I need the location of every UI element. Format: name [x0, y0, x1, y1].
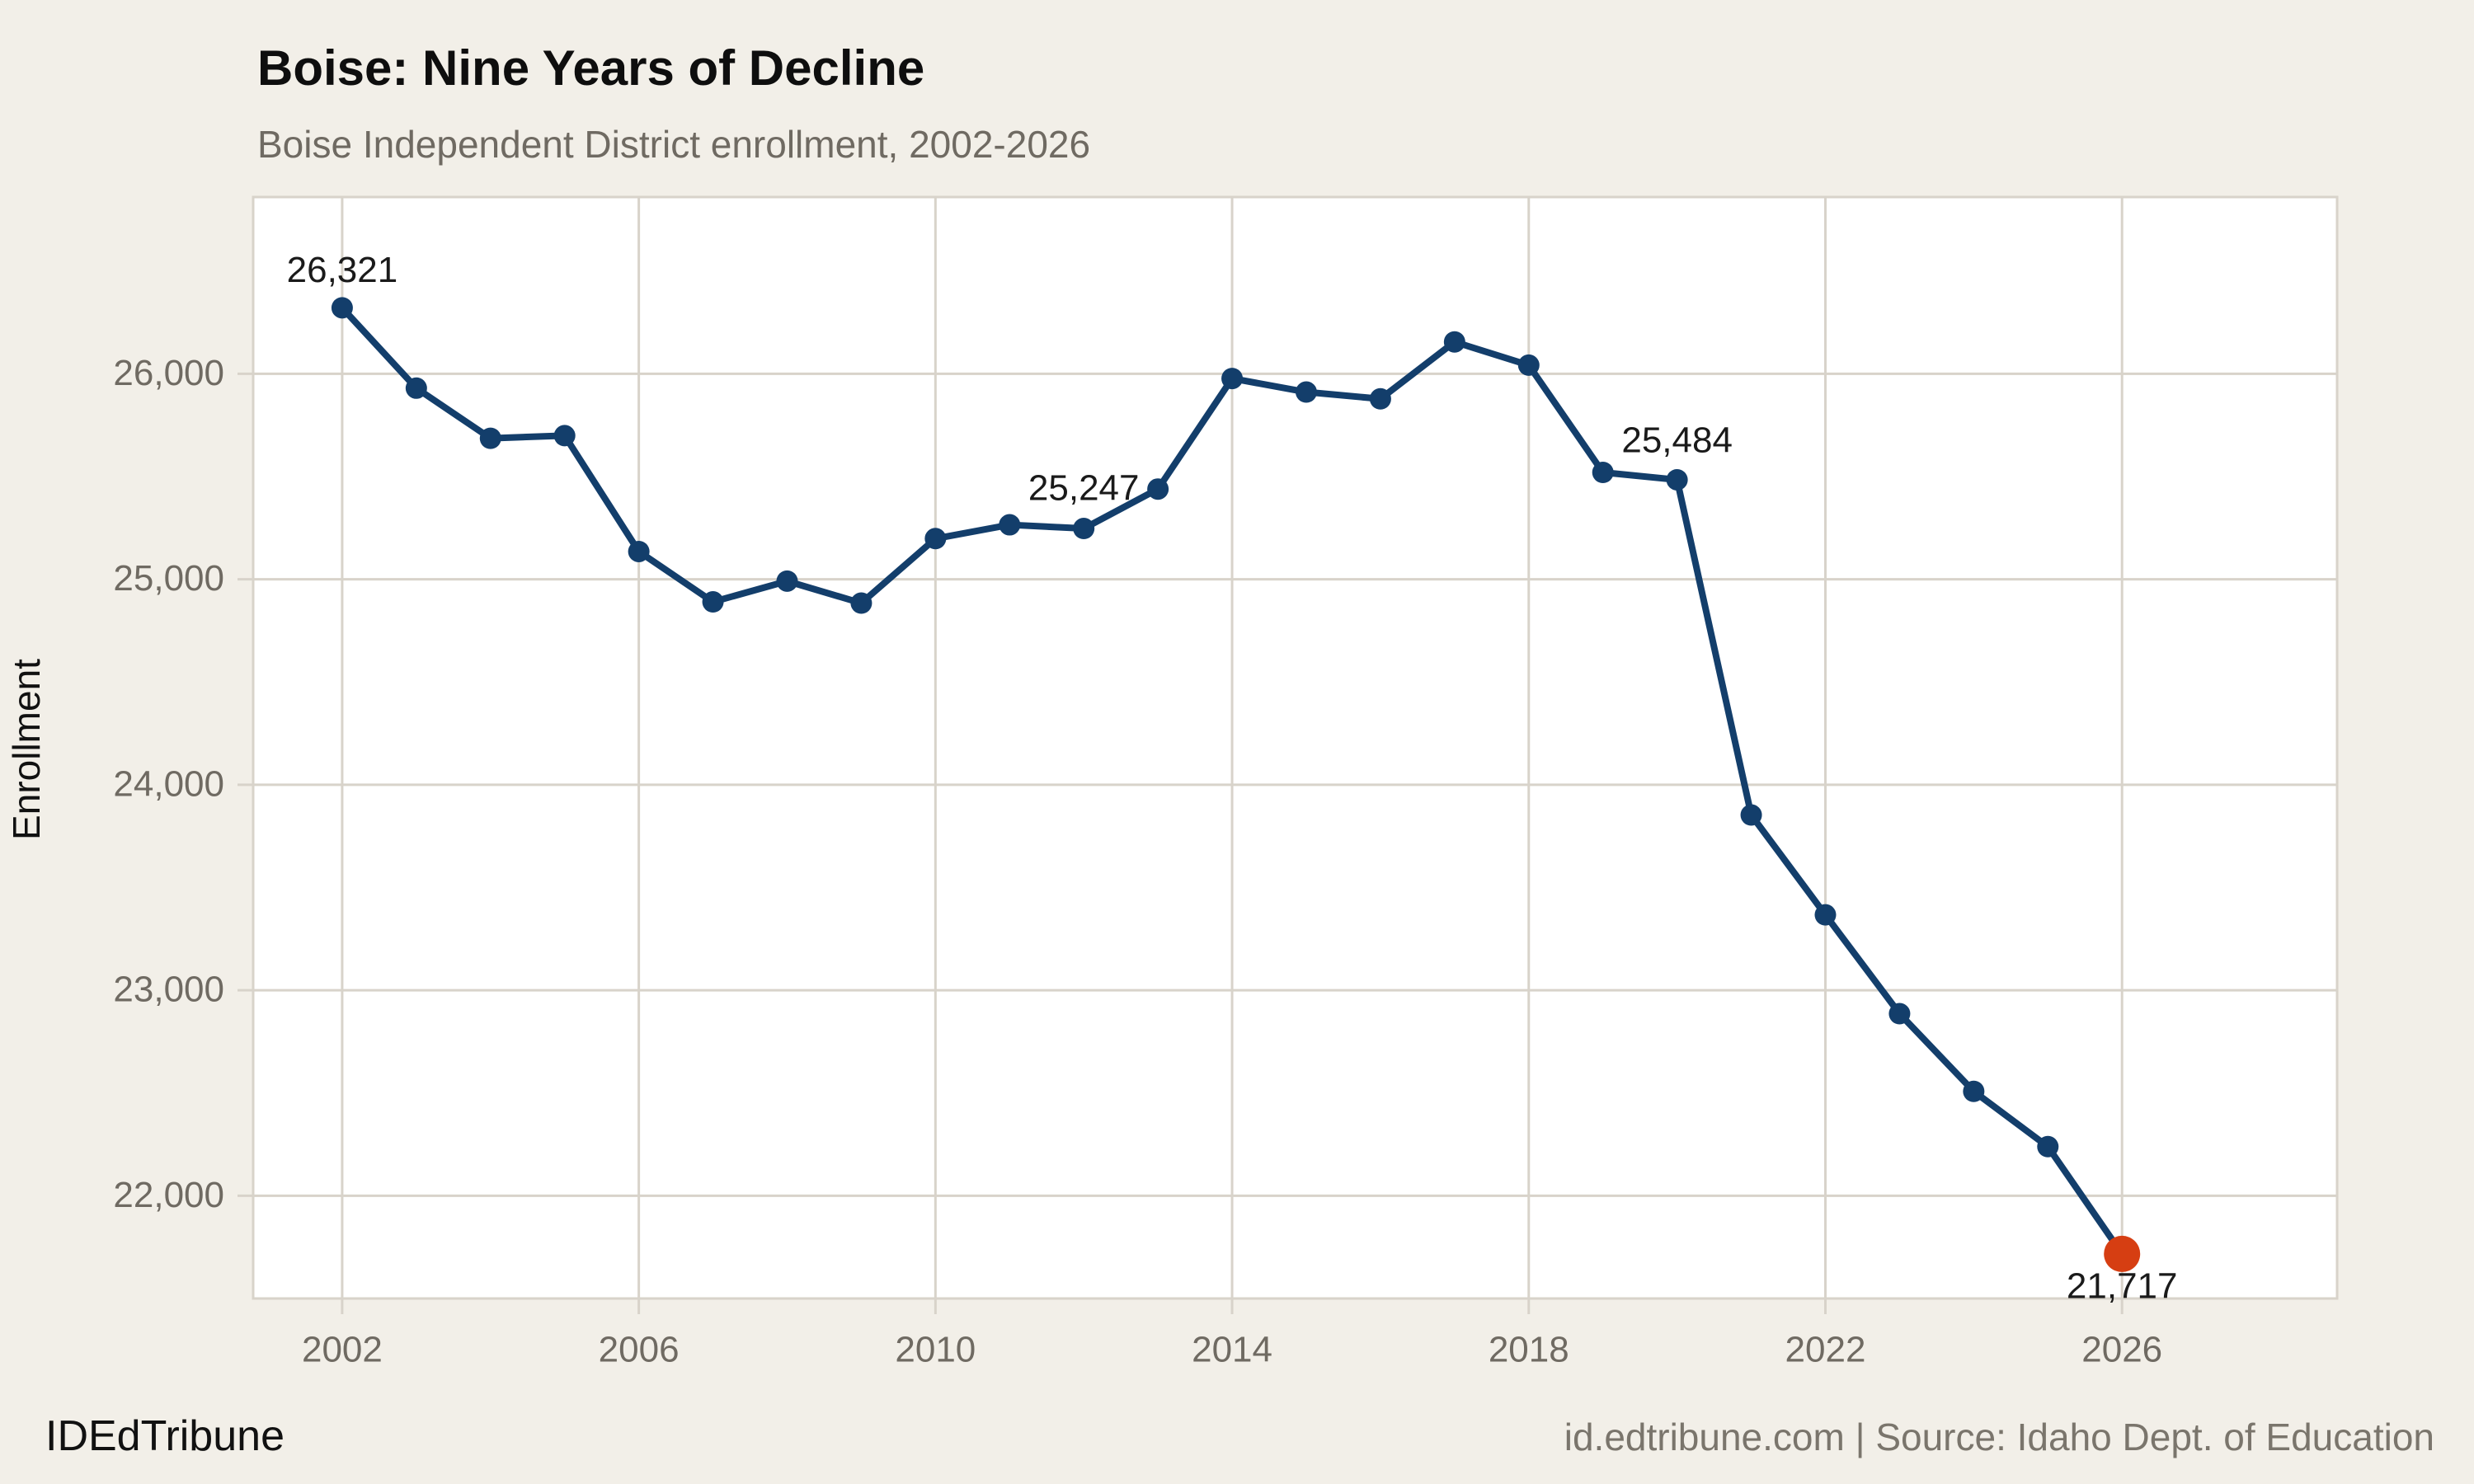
- plot-area: [253, 197, 2337, 1298]
- data-point: [1963, 1080, 1985, 1102]
- x-tick-label: 2002: [302, 1330, 383, 1370]
- data-point: [1814, 904, 1837, 926]
- y-tick-label: 24,000: [113, 763, 224, 804]
- data-point: [1073, 518, 1095, 540]
- data-point-annotation: 21,717: [2067, 1266, 2178, 1307]
- data-point: [2037, 1135, 2059, 1158]
- publisher-logo-text: IDEdTribune: [45, 1412, 285, 1460]
- data-point: [405, 377, 427, 399]
- x-tick-label: 2018: [1489, 1330, 1569, 1370]
- y-tick-label: 26,000: [113, 353, 224, 393]
- x-tick-label: 2022: [1785, 1330, 1866, 1370]
- data-point: [1888, 1003, 1911, 1025]
- data-point: [850, 592, 872, 614]
- data-point: [553, 425, 576, 447]
- data-point: [331, 297, 353, 319]
- data-point: [702, 591, 724, 613]
- data-point: [1443, 331, 1465, 353]
- source-attribution: id.edtribune.com | Source: Idaho Dept. o…: [1564, 1416, 2434, 1458]
- data-point: [999, 514, 1021, 536]
- data-point-annotation: 25,484: [1621, 420, 1733, 461]
- page-title: Boise: Nine Years of Decline: [257, 40, 925, 96]
- x-tick-label: 2014: [1192, 1330, 1272, 1370]
- data-point-annotation: 25,247: [1028, 468, 1140, 509]
- plot-border: [252, 195, 2339, 1300]
- data-point: [776, 570, 798, 592]
- data-point: [1295, 381, 1317, 403]
- data-point: [479, 427, 501, 449]
- data-point: [1147, 478, 1169, 500]
- data-point: [628, 540, 650, 562]
- data-point: [924, 528, 947, 550]
- data-point: [1369, 387, 1391, 410]
- page-subtitle: Boise Independent District enrollment, 2…: [257, 123, 1091, 166]
- x-tick-label: 2006: [599, 1330, 680, 1370]
- data-point: [1740, 804, 1762, 826]
- x-tick-label: 2010: [895, 1330, 976, 1370]
- y-tick-label: 23,000: [113, 970, 224, 1010]
- y-axis-label: Enrollment: [5, 659, 48, 840]
- data-point: [1592, 462, 1614, 483]
- data-point: [1666, 468, 1688, 491]
- data-point: [1221, 368, 1244, 390]
- data-point-annotation: 26,321: [287, 250, 398, 290]
- y-tick-label: 22,000: [113, 1175, 224, 1215]
- data-point: [1517, 354, 1540, 376]
- highlighted-data-point: [2104, 1235, 2141, 1272]
- y-tick-label: 25,000: [113, 558, 224, 599]
- x-tick-label: 2026: [2081, 1330, 2162, 1370]
